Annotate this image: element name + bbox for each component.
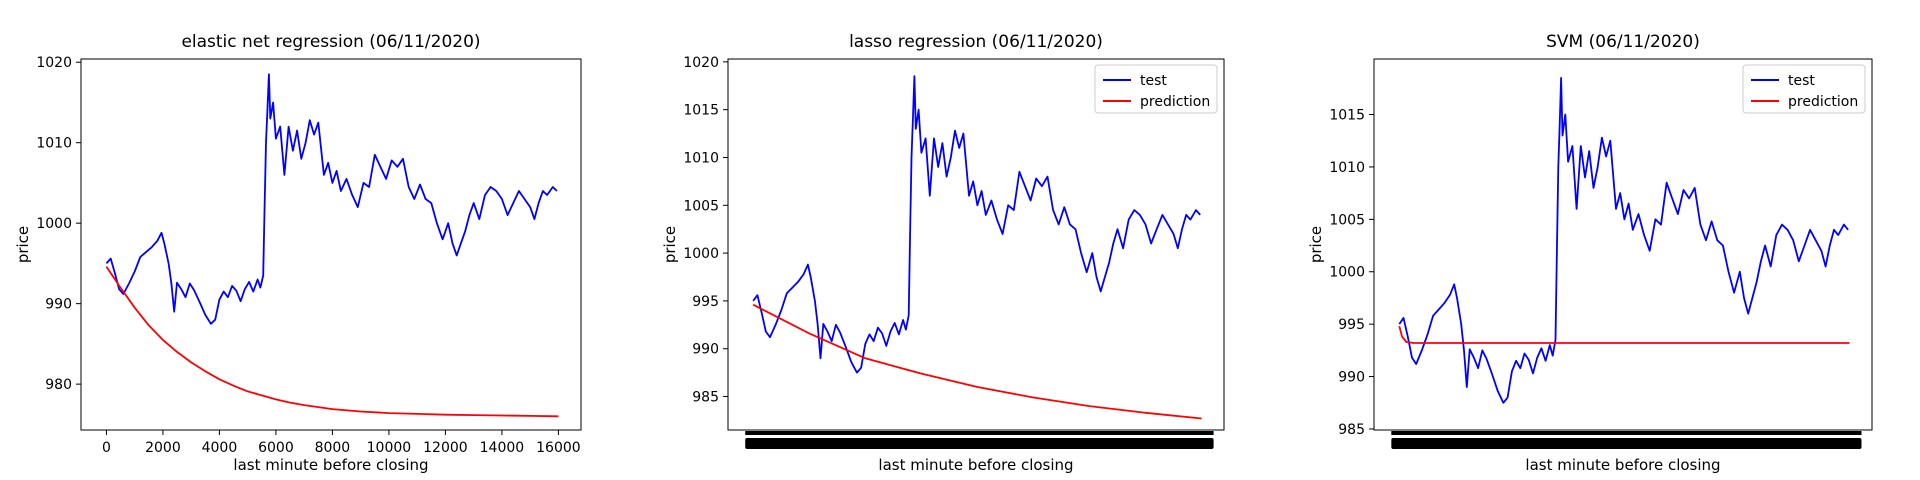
- y-tick-label: 1015: [1329, 108, 1365, 124]
- x-tick-labels-dense: [1391, 438, 1862, 449]
- x-tick-label: 16000: [536, 440, 581, 456]
- y-tick-label: 995: [692, 294, 719, 310]
- x-tick-label: 10000: [367, 440, 412, 456]
- x-axis-label: last minute before closing: [233, 456, 428, 474]
- y-tick-label: 1005: [683, 198, 719, 214]
- series-line-prediction: [105, 266, 559, 418]
- y-tick-label: 1015: [683, 103, 719, 119]
- chart-title: elastic net regression (06/11/2020): [181, 32, 480, 52]
- axes-frame: [1373, 58, 1873, 431]
- chart-panel-3: 985 990 995 1000 1005 1010 1015 SVM (06/11/2020…: [1307, 32, 1873, 474]
- x-tick-label: 4000: [202, 440, 238, 456]
- y-tick-label: 1010: [683, 150, 719, 166]
- series-line-test: [752, 75, 1201, 374]
- legend-label-prediction: prediction: [1140, 94, 1210, 110]
- axes-frame: [727, 58, 1225, 431]
- x-axis-label: last minute before closing: [878, 456, 1073, 474]
- y-tick-label: 1010: [36, 136, 72, 152]
- y-axis-label: price: [661, 226, 679, 263]
- series-line-prediction: [752, 303, 1202, 420]
- x-tick-marks-dense: [1391, 431, 1862, 435]
- x-tick-labels-dense: [745, 438, 1214, 449]
- y-axis-label: price: [1307, 226, 1325, 263]
- chart-panel-2: 985 990 995 1000 1005 1010 1015 1020 lasso regre…: [661, 32, 1225, 474]
- legend: test prediction: [1094, 64, 1218, 114]
- series-line-test: [1398, 77, 1849, 404]
- legend: test prediction: [1742, 64, 1866, 114]
- series-line-test: [105, 73, 558, 325]
- chart-title: lasso regression (06/11/2020): [849, 32, 1103, 52]
- legend-label-test: test: [1140, 73, 1167, 89]
- y-tick-label: 985: [692, 390, 719, 406]
- y-axis-label: price: [14, 226, 32, 263]
- x-tick-label: 6000: [258, 440, 294, 456]
- y-tick-label: 1000: [36, 216, 72, 232]
- legend-label-test: test: [1788, 73, 1815, 89]
- x-tick-label: 0: [102, 440, 111, 456]
- x-tick-label: 8000: [315, 440, 351, 456]
- x-tick-label: 14000: [480, 440, 525, 456]
- y-tick-label: 1000: [683, 246, 719, 262]
- x-tick-label: 12000: [423, 440, 468, 456]
- legend-label-prediction: prediction: [1788, 94, 1858, 110]
- y-tick-label: 995: [1338, 317, 1365, 333]
- y-tick-label: 1020: [683, 55, 719, 71]
- y-tick-label: 1000: [1329, 265, 1365, 281]
- y-tick-label: 1010: [1329, 160, 1365, 176]
- y-tick-label: 1020: [36, 55, 72, 71]
- y-tick-label: 980: [45, 377, 72, 393]
- y-tick-label: 985: [1338, 422, 1365, 438]
- y-tick-label: 990: [1338, 370, 1365, 386]
- y-tick-label: 990: [45, 297, 72, 313]
- axes-frame: [80, 58, 582, 431]
- chart-panel-1: 980 990 1000 1010 1020 0 2000 4000 6000 8000 10000…: [14, 32, 582, 474]
- x-tick-marks-dense: [745, 431, 1214, 435]
- y-tick-label: 1005: [1329, 212, 1365, 228]
- x-axis-label: last minute before closing: [1525, 456, 1720, 474]
- chart-title: SVM (06/11/2020): [1546, 32, 1700, 52]
- series-line-prediction: [1398, 325, 1850, 344]
- x-tick-label: 2000: [145, 440, 181, 456]
- y-tick-label: 990: [692, 342, 719, 358]
